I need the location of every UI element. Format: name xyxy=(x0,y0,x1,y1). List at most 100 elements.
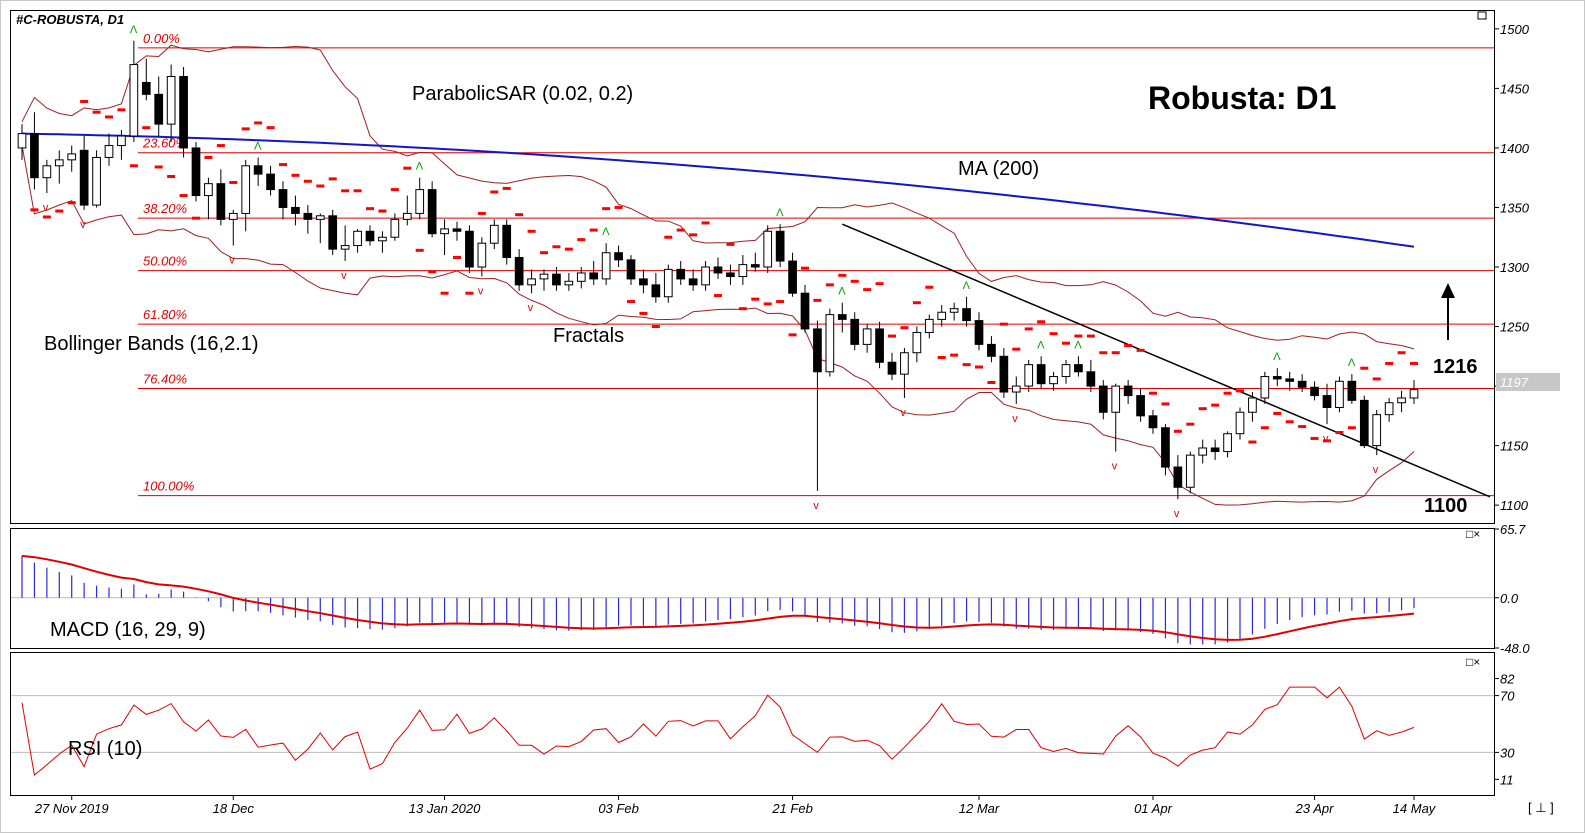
trendline-group xyxy=(841,223,1491,498)
candle-body xyxy=(1011,385,1021,393)
fractals-label: Fractals xyxy=(553,325,624,347)
candle-body xyxy=(1148,415,1158,429)
candle-body xyxy=(154,93,164,125)
candle-body xyxy=(191,147,201,197)
chart-title: Robusta: D1 xyxy=(1148,80,1336,116)
candle-body xyxy=(813,328,822,373)
fractal-down-icon: v xyxy=(478,286,484,298)
candle-body xyxy=(1235,411,1245,435)
maximize-icon[interactable] xyxy=(1477,11,1487,20)
candle-body xyxy=(489,224,499,244)
candle-body xyxy=(502,224,512,258)
candle-body xyxy=(1086,371,1096,387)
candle-body xyxy=(92,156,101,206)
y-tick-label: 1450 xyxy=(1500,81,1530,96)
candle-body xyxy=(104,145,114,158)
bollinger-label: Bollinger Bands (16,2.1) xyxy=(44,333,259,355)
candle-body xyxy=(589,272,599,280)
candlesticks xyxy=(17,40,1419,500)
candle-body xyxy=(117,135,126,147)
rsi-window-controls-icon[interactable]: □× xyxy=(1466,655,1480,669)
candle-body xyxy=(514,256,524,286)
candle-body xyxy=(552,273,561,286)
candle-body xyxy=(1098,385,1108,413)
candle-body xyxy=(1285,378,1295,382)
x-tick-label: 03 Feb xyxy=(598,801,638,816)
candle-body xyxy=(1061,364,1071,378)
fractal-down-icon: v xyxy=(1373,464,1379,476)
candle-body xyxy=(1322,395,1332,409)
candle-body xyxy=(576,272,586,282)
candle-body xyxy=(788,260,797,294)
candle-body xyxy=(1173,466,1183,488)
candle-body xyxy=(1136,395,1145,417)
candle-body xyxy=(340,245,350,250)
candle-body xyxy=(688,278,698,286)
candle-body xyxy=(639,278,648,286)
symbol-label: #C-ROBUSTA, D1 xyxy=(16,12,124,27)
candle-body xyxy=(937,311,947,320)
candle-body xyxy=(241,165,251,214)
candle-body xyxy=(1310,386,1319,397)
fractal-up-icon: Λ xyxy=(602,226,610,238)
candle-body xyxy=(1223,433,1232,453)
fractal-down-icon: v xyxy=(813,500,819,512)
candle-body xyxy=(1347,380,1357,401)
fib-label: 61.80% xyxy=(143,307,187,322)
candle-body xyxy=(365,230,375,242)
y-tick-label: 1500 xyxy=(1500,22,1530,37)
rsi-label: RSI (10) xyxy=(68,738,142,760)
candle-body xyxy=(962,308,971,322)
fractals: v v Λv Λv Λv v Λ Λv Λv Λv Λ Λv v Λv Λv xyxy=(43,24,1379,520)
y-tick-label: 30 xyxy=(1500,745,1515,760)
candle-body xyxy=(17,133,27,149)
moving-average xyxy=(21,132,1415,248)
macd-series xyxy=(11,554,1494,645)
candle-body xyxy=(651,284,661,298)
candle-body xyxy=(328,215,338,250)
fractal-up-icon: Λ xyxy=(1273,351,1281,363)
candle-body xyxy=(1335,380,1344,409)
candle-body xyxy=(1074,364,1083,373)
y-tick-label: 11 xyxy=(1500,772,1514,787)
candle-body xyxy=(353,230,362,247)
fractal-down-icon: v xyxy=(900,407,906,419)
candle-body xyxy=(1185,454,1195,488)
candle-body xyxy=(663,268,673,298)
candle-body xyxy=(1372,414,1382,447)
x-tick-label: 21 Feb xyxy=(771,801,812,816)
x-tick-label: 01 Apr xyxy=(1134,801,1172,816)
candle-body xyxy=(1111,385,1121,413)
candle-body xyxy=(1272,376,1282,380)
target-up-label: 1216 xyxy=(1433,356,1478,378)
candle-body xyxy=(1397,397,1406,404)
fractal-down-icon: v xyxy=(1174,508,1180,520)
candle-body xyxy=(999,355,1009,393)
fractal-up-icon: Λ xyxy=(1074,339,1082,351)
current-price-tag xyxy=(1496,373,1560,391)
candle-body xyxy=(402,212,412,220)
candle-body xyxy=(1359,399,1369,447)
candle-body xyxy=(228,212,238,220)
resize-icon[interactable]: [ ⊥ ] xyxy=(1528,800,1554,815)
macd-window-controls-icon[interactable]: □× xyxy=(1466,527,1480,541)
candle-body xyxy=(564,280,574,286)
bollinger-upper-line xyxy=(21,44,1415,350)
candle-body xyxy=(1024,364,1034,387)
candle-body xyxy=(141,81,151,95)
candle-body xyxy=(750,264,760,268)
candle-body xyxy=(1248,397,1257,413)
fib-label: 50.00% xyxy=(143,254,187,269)
y-tick-label: 1250 xyxy=(1500,320,1530,335)
candle-body xyxy=(129,64,139,137)
rsi-panel xyxy=(10,652,1495,796)
candle-body xyxy=(54,159,64,167)
candle-body xyxy=(862,328,872,345)
y-tick-label: 82 xyxy=(1500,672,1515,687)
candle-body xyxy=(1049,376,1058,385)
candle-body xyxy=(303,212,313,220)
candle-body xyxy=(291,206,300,214)
candle-body xyxy=(427,189,437,235)
y-tick-label: 70 xyxy=(1500,689,1515,704)
